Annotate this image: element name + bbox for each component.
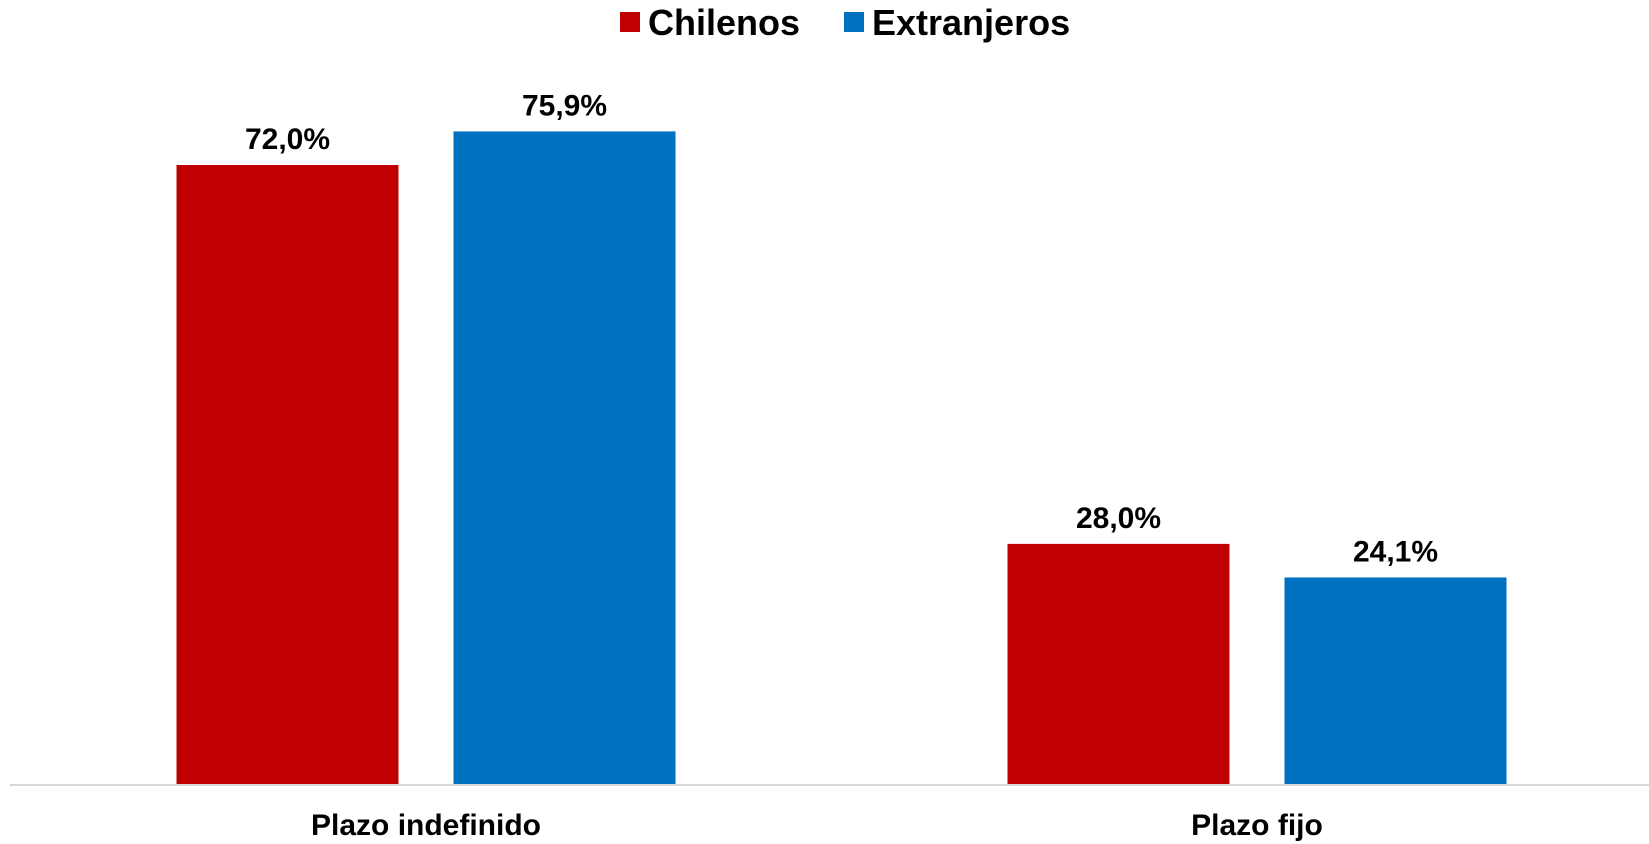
bars-group bbox=[177, 131, 1507, 785]
value-label-extranjeros-plazo-indefinido: 75,9% bbox=[522, 89, 607, 122]
value-labels-group: 72,0% 75,9% 28,0% 24,1% bbox=[245, 89, 1438, 568]
bar-extranjeros-plazo-indefinido bbox=[454, 131, 676, 785]
legend-swatch-chilenos bbox=[620, 12, 640, 32]
category-labels: Plazo indefinido Plazo fijo bbox=[311, 809, 1323, 842]
legend-label-chilenos: Chilenos bbox=[648, 2, 800, 43]
category-label-plazo-indefinido: Plazo indefinido bbox=[311, 809, 541, 842]
category-label-plazo-fijo: Plazo fijo bbox=[1191, 809, 1323, 842]
bar-extranjeros-plazo-fijo bbox=[1285, 577, 1507, 785]
bar-chilenos-plazo-fijo bbox=[1008, 544, 1230, 785]
value-label-chilenos-plazo-indefinido: 72,0% bbox=[245, 123, 330, 156]
legend-swatch-extranjeros bbox=[844, 12, 864, 32]
value-label-extranjeros-plazo-fijo: 24,1% bbox=[1353, 535, 1438, 568]
bar-chilenos-plazo-indefinido bbox=[177, 165, 399, 785]
value-label-chilenos-plazo-fijo: 28,0% bbox=[1076, 502, 1161, 535]
legend: Chilenos Extranjeros bbox=[620, 2, 1070, 43]
legend-label-extranjeros: Extranjeros bbox=[872, 2, 1070, 43]
